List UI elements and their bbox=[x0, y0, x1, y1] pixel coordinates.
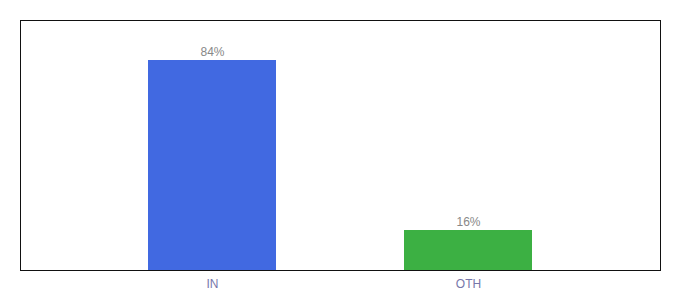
svg-text:16%: 16% bbox=[456, 215, 480, 229]
svg-text:84%: 84% bbox=[200, 45, 224, 59]
svg-text:OTH: OTH bbox=[456, 277, 481, 291]
svg-text:IN: IN bbox=[207, 277, 219, 291]
